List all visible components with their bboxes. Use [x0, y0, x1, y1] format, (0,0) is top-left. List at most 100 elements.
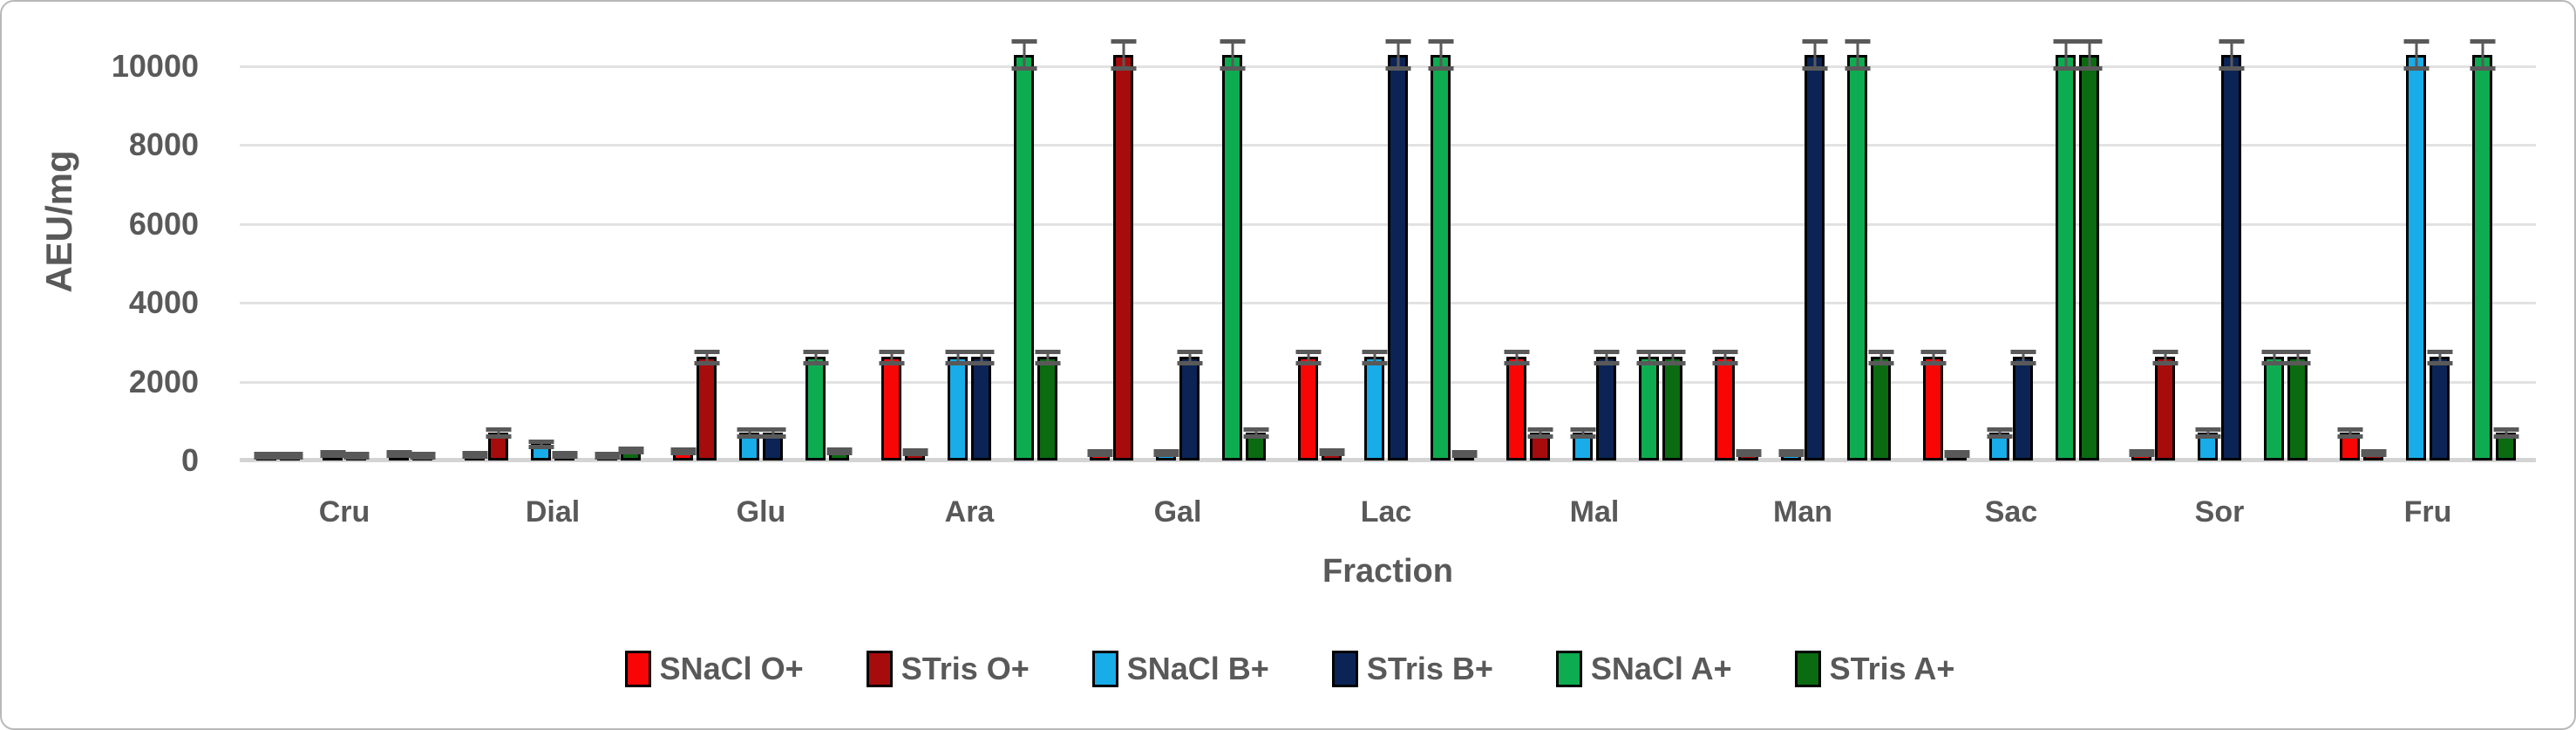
- legend-marker: [1794, 651, 1821, 687]
- error-bar-line: [1122, 40, 1125, 69]
- bar-man-stris-o-: [1736, 449, 1761, 461]
- bar-cru-snacl-b-: [320, 450, 345, 461]
- error-bar-cap: [2470, 38, 2495, 44]
- error-bar-cap: [803, 360, 828, 365]
- error-bar-line: [1188, 351, 1191, 363]
- error-bar-cap: [1920, 349, 1946, 354]
- bar-mal-snacl-a-: [1636, 349, 1662, 461]
- bar-man-stris-a-: [1868, 349, 1893, 461]
- bar-glu-stris-a-: [826, 447, 852, 461]
- error-bar-cap: [2427, 349, 2452, 354]
- error-bar-line: [1648, 351, 1650, 363]
- error-bar-line: [2273, 351, 2275, 363]
- error-bar-cap: [670, 447, 696, 452]
- bar-glu-snacl-a-: [803, 349, 828, 461]
- bar-lac-stris-a-: [1451, 449, 1477, 461]
- error-bar-cap: [2470, 66, 2495, 72]
- error-bar-line: [748, 428, 751, 436]
- error-bar-cap: [343, 451, 369, 456]
- error-bar-cap: [595, 455, 620, 460]
- error-bar-cap: [803, 349, 828, 354]
- error-bar-cap: [1220, 38, 1245, 44]
- error-bar-line: [2206, 428, 2209, 436]
- error-bar-line: [2505, 428, 2507, 436]
- bar-cru-stris-o-: [277, 452, 302, 461]
- error-bar-line: [2164, 351, 2166, 363]
- error-bar-cap: [2129, 449, 2154, 454]
- error-bar-cap: [1111, 38, 1136, 44]
- error-bar-cap: [826, 451, 852, 456]
- x-axis-title: Fraction: [1322, 553, 1453, 590]
- error-bar-cap: [1987, 426, 2012, 432]
- error-bar-line: [1231, 40, 1234, 69]
- error-bar-cap: [1736, 449, 1761, 454]
- bar-glu-snacl-b-: [737, 426, 762, 461]
- error-bar-cap: [254, 455, 279, 460]
- category-label-glu: Glu: [736, 495, 786, 529]
- bar-group-mal: [1504, 349, 1685, 461]
- error-bar-cap: [879, 349, 904, 354]
- bar-group-sor: [2129, 38, 2310, 461]
- bar-lac-snacl-o-: [1295, 349, 1321, 461]
- error-bar-cap: [1319, 452, 1344, 457]
- error-bar-cap: [254, 452, 279, 456]
- error-bar-cap: [1845, 66, 1870, 72]
- error-bar-line: [956, 351, 959, 363]
- legend-entry-snacl-o-: SNaCl O+: [624, 651, 804, 687]
- error-bar-cap: [486, 426, 511, 432]
- category-label-sac: Sac: [1984, 495, 2038, 529]
- error-bar-cap: [760, 433, 785, 439]
- error-bar-cap: [618, 449, 643, 454]
- error-bar-line: [771, 428, 774, 436]
- category-label-fru: Fru: [2403, 495, 2452, 529]
- bar-sac-snacl-a-: [2053, 38, 2078, 461]
- error-bar-cap: [1660, 360, 1685, 365]
- error-bar-cap: [1385, 66, 1410, 72]
- bar-sac-snacl-b-: [1987, 426, 2012, 461]
- bar-ara-stris-b-: [969, 349, 994, 461]
- legend-label: SNaCl A+: [1590, 651, 1732, 686]
- error-bar-cap: [1944, 449, 1969, 454]
- error-bar-cap: [879, 360, 904, 365]
- bar-group-sac: [1920, 38, 2102, 461]
- y-tick-label: 8000: [128, 126, 199, 162]
- bar-fru-stris-b-: [2427, 349, 2452, 461]
- error-bar-cap: [2427, 360, 2452, 365]
- error-bar-line: [1307, 351, 1309, 363]
- error-bar-line: [1998, 428, 2001, 436]
- error-bar-cap: [737, 433, 762, 439]
- error-bar-line: [890, 351, 893, 363]
- error-bar-cap: [1802, 66, 1827, 72]
- bar-lac-stris-b-: [1385, 38, 1410, 461]
- bar-group-man: [1712, 38, 1893, 461]
- bar-gal-stris-a-: [1243, 426, 1268, 461]
- error-bar-cap: [1527, 426, 1553, 432]
- error-bar-line: [1397, 40, 1399, 69]
- legend-label: SNaCl B+: [1126, 651, 1269, 686]
- error-bar-cap: [670, 451, 696, 456]
- bar-glu-stris-b-: [760, 426, 785, 461]
- error-bar-cap: [2010, 360, 2036, 365]
- error-bar-cap: [1153, 452, 1179, 457]
- error-bar-cap: [2010, 349, 2036, 354]
- error-bar-cap: [1319, 448, 1344, 454]
- error-bar-cap: [1451, 449, 1477, 454]
- error-bar-line: [2064, 40, 2067, 69]
- error-bar-line: [2088, 40, 2090, 69]
- error-bar-cap: [2219, 38, 2244, 44]
- error-bar-cap: [1011, 38, 1037, 44]
- category-label-sor: Sor: [2194, 495, 2245, 529]
- error-bar-cap: [2195, 426, 2220, 432]
- legend-entry-snacl-b-: SNaCl B+: [1091, 651, 1269, 687]
- bar-ara-snacl-b-: [945, 349, 970, 461]
- error-bar-cap: [1243, 426, 1268, 432]
- error-bar-cap: [1778, 453, 1804, 458]
- category-label-ara: Ara: [944, 495, 995, 529]
- error-bar-cap: [1177, 349, 1202, 354]
- legend: SNaCl O+ STris O+ SNaCl B+ STris B+ SNaCl A+…: [2, 651, 2576, 687]
- legend-marker: [866, 651, 893, 687]
- bar-dial-stris-b-: [552, 450, 577, 461]
- bar-mal-snacl-b-: [1570, 426, 1595, 461]
- y-tick-label: 4000: [128, 284, 199, 320]
- error-bar-line: [1373, 351, 1376, 363]
